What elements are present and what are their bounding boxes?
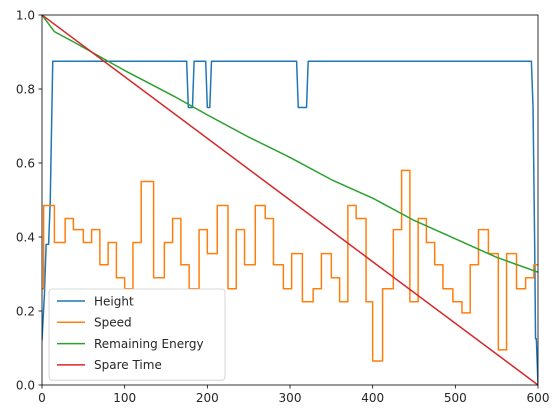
y-tick-label: 0.4 [16, 230, 35, 244]
y-tick-label: 0.8 [16, 82, 35, 96]
series-layer [42, 15, 538, 385]
legend-label: Speed [94, 316, 132, 330]
y-tick-label: 0.2 [16, 304, 35, 318]
y-tick-label: 0.0 [16, 378, 35, 392]
series-line-height [42, 60, 538, 385]
y-tick-label: 1.0 [16, 8, 35, 22]
x-tick-label: 100 [113, 391, 136, 405]
x-tick-label: 200 [196, 391, 219, 405]
x-tick-label: 600 [527, 391, 550, 405]
x-tick-label: 400 [361, 391, 384, 405]
x-tick-label: 300 [279, 391, 302, 405]
legend-label: Height [94, 294, 134, 308]
x-tick-label: 0 [38, 391, 46, 405]
y-tick-label: 0.6 [16, 156, 35, 170]
legend: Height Speed Remaining Energy Spare Time [48, 288, 226, 381]
legend-label: Remaining Energy [94, 337, 204, 351]
series-line-speed [42, 169, 538, 362]
series-line-remaining-energy [42, 15, 538, 273]
series-line-spare-time [42, 15, 538, 385]
axis-ticks: 0 100 200 300 400 500 600 0.0 0.2 0.4 0.6 0.8 1.0 [16, 8, 550, 405]
x-tick-label: 500 [444, 391, 467, 405]
legend-box [48, 288, 226, 381]
legend-label: Spare Time [94, 358, 162, 372]
